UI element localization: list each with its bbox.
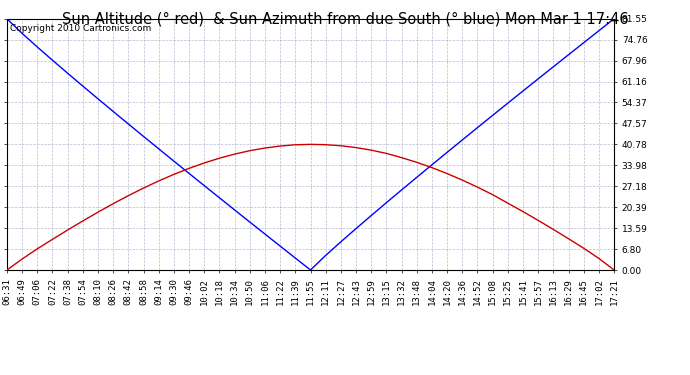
Text: Sun Altitude (° red)  & Sun Azimuth from due South (° blue) Mon Mar 1 17:46: Sun Altitude (° red) & Sun Azimuth from … (61, 11, 629, 26)
Text: Copyright 2010 Cartronics.com: Copyright 2010 Cartronics.com (10, 24, 151, 33)
